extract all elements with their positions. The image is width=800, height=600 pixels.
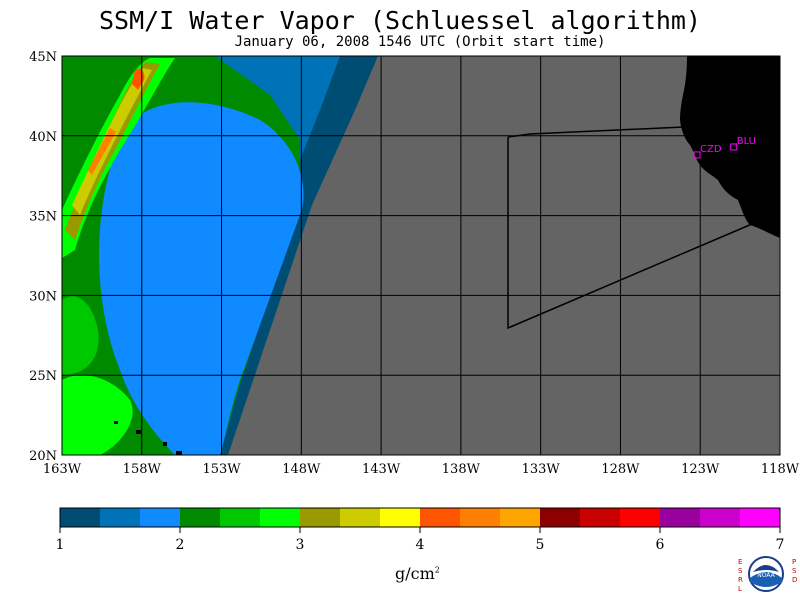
colorbar-swatch — [420, 508, 461, 527]
latitude-tick-label: 20N — [29, 449, 57, 464]
logo-letter-s2: S — [792, 567, 797, 575]
colorbar-swatch — [180, 508, 221, 527]
flight-track — [507, 137, 753, 330]
colorbar-swatch — [500, 508, 541, 527]
longitude-tick-label: 138W — [442, 462, 481, 477]
station-label: BLU — [737, 136, 756, 147]
colorbar-swatch — [740, 508, 781, 527]
colorbar-swatch — [580, 508, 621, 527]
colorbar-tick-label: 1 — [56, 537, 65, 553]
colorbar-swatch — [460, 508, 501, 527]
colorbar-ticks: 1 2 3 4 5 6 7 — [56, 527, 785, 553]
longitude-tick-label: 128W — [601, 462, 640, 477]
island — [114, 421, 118, 424]
colorbar-swatch — [700, 508, 741, 527]
longitude-tick-label: 163W — [43, 462, 82, 477]
chart-title: SSM/I Water Vapor (Schluessel algorithm) — [98, 6, 702, 35]
noaa-logo: E S R L NOAA P S D — [738, 556, 797, 593]
colorbar-tick-label: 5 — [536, 537, 545, 553]
chart-subtitle: January 06, 2008 1546 UTC (Orbit start t… — [234, 34, 606, 50]
colorbar-swatch — [60, 508, 101, 527]
latitude-tick-label: 45N — [29, 50, 57, 65]
swath-bright-green-south — [62, 375, 133, 455]
moisture-plume-yellow — [72, 68, 152, 215]
swath-light-blue — [99, 102, 304, 455]
longitude-labels: 163W 158W 153W 148W 143W 138W 133W 128W 123W 118W — [43, 462, 800, 477]
latitude-tick-label: 30N — [29, 289, 57, 304]
station-markers: CZD BLU — [693, 136, 756, 159]
island — [176, 451, 182, 455]
longitude-tick-label: 153W — [202, 462, 241, 477]
colorbar-swatch — [300, 508, 341, 527]
colorbar-swatch — [100, 508, 141, 527]
station-marker — [693, 151, 701, 159]
island — [136, 430, 141, 434]
colorbar-swatch — [220, 508, 261, 527]
colorbar-tick-label: 6 — [656, 537, 665, 553]
latitude-tick-label: 25N — [29, 369, 57, 384]
colorbar-swatch — [620, 508, 661, 527]
logo-letter-p: P — [792, 558, 796, 566]
logo-letter-s: S — [738, 567, 743, 575]
island — [163, 442, 167, 446]
latitude-labels: 45N 40N 35N 30N 25N 20N — [29, 50, 57, 464]
logo-letter-d: D — [792, 576, 797, 584]
longitude-tick-label: 118W — [761, 462, 800, 477]
colorbar — [59, 507, 781, 528]
moisture-plume-olive — [65, 62, 160, 240]
latitude-tick-label: 35N — [29, 210, 57, 225]
colorbar-tick-label: 7 — [776, 537, 785, 553]
map-frame — [61, 55, 781, 456]
colorbar-tick-label: 2 — [176, 537, 185, 553]
colorbar-swatch — [660, 508, 701, 527]
colorbar-swatch — [140, 508, 181, 527]
station-marker — [730, 143, 738, 151]
logo-letter-l: L — [738, 585, 742, 593]
longitude-tick-label: 143W — [362, 462, 401, 477]
logo-letter-r: R — [738, 576, 743, 584]
logo-noaa-text: NOAA — [757, 572, 775, 579]
station-label: CZD — [700, 144, 722, 155]
latitude-tick-label: 40N — [29, 130, 57, 145]
colorbar-tick-label: 4 — [416, 537, 425, 553]
longitude-tick-label: 148W — [282, 462, 321, 477]
graticule — [62, 56, 780, 455]
moisture-plume-orange — [88, 128, 116, 175]
colorbar-swatch — [380, 508, 421, 527]
colorbar-swatch — [340, 508, 381, 527]
logo-letter-e: E — [738, 558, 742, 566]
land-area — [680, 56, 780, 238]
longitude-tick-label: 133W — [522, 462, 561, 477]
longitude-tick-label: 123W — [681, 462, 720, 477]
colorbar-units: g/cm2 — [395, 564, 440, 583]
longitude-tick-label: 158W — [123, 462, 162, 477]
colorbar-tick-label: 3 — [296, 537, 305, 553]
colorbar-swatch — [260, 508, 301, 527]
swath-green-mid — [62, 296, 99, 375]
colorbar-swatch — [540, 508, 581, 527]
